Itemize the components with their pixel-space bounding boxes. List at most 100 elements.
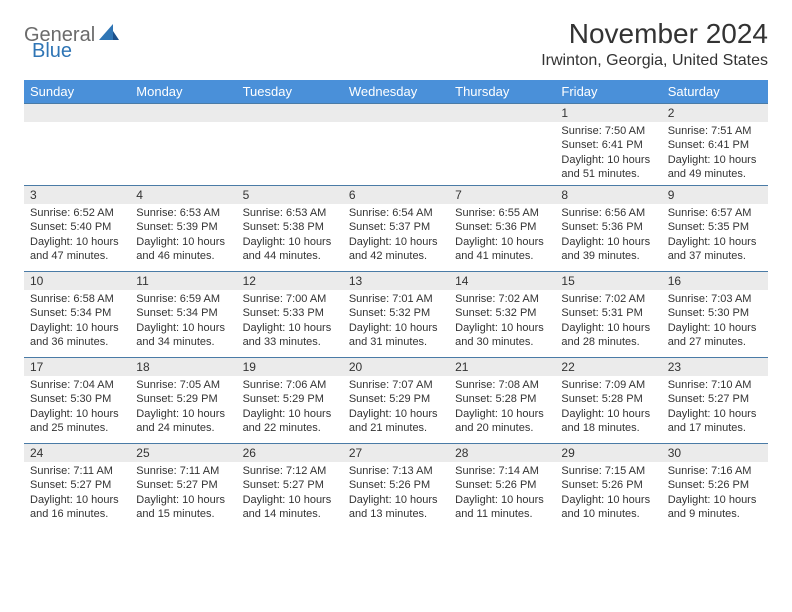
cell-details: Sunrise: 7:13 AMSunset: 5:26 PMDaylight:… — [343, 462, 449, 525]
calendar-cell: 16Sunrise: 7:03 AMSunset: 5:30 PMDayligh… — [662, 272, 768, 358]
calendar-week: 17Sunrise: 7:04 AMSunset: 5:30 PMDayligh… — [24, 358, 768, 444]
detail-line: Sunrise: 6:54 AM — [349, 206, 443, 220]
detail-line: Sunset: 5:36 PM — [561, 220, 655, 234]
cell-details — [24, 122, 130, 128]
detail-line: Daylight: 10 hours and 10 minutes. — [561, 493, 655, 522]
detail-line: Daylight: 10 hours and 11 minutes. — [455, 493, 549, 522]
calendar-cell: 24Sunrise: 7:11 AMSunset: 5:27 PMDayligh… — [24, 444, 130, 530]
sail-icon — [99, 24, 119, 47]
calendar-cell: 22Sunrise: 7:09 AMSunset: 5:28 PMDayligh… — [555, 358, 661, 444]
detail-line: Sunrise: 7:03 AM — [668, 292, 762, 306]
detail-line: Sunrise: 7:04 AM — [30, 378, 124, 392]
date-number: 4 — [130, 186, 236, 204]
cell-details: Sunrise: 7:09 AMSunset: 5:28 PMDaylight:… — [555, 376, 661, 439]
detail-line: Sunrise: 7:15 AM — [561, 464, 655, 478]
cell-details: Sunrise: 7:51 AMSunset: 6:41 PMDaylight:… — [662, 122, 768, 185]
detail-line: Sunset: 5:34 PM — [30, 306, 124, 320]
detail-line: Sunrise: 7:06 AM — [243, 378, 337, 392]
calendar-cell: 30Sunrise: 7:16 AMSunset: 5:26 PMDayligh… — [662, 444, 768, 530]
calendar-cell: 11Sunrise: 6:59 AMSunset: 5:34 PMDayligh… — [130, 272, 236, 358]
calendar-cell: 19Sunrise: 7:06 AMSunset: 5:29 PMDayligh… — [237, 358, 343, 444]
cell-details: Sunrise: 7:02 AMSunset: 5:31 PMDaylight:… — [555, 290, 661, 353]
detail-line: Sunrise: 7:08 AM — [455, 378, 549, 392]
cell-details: Sunrise: 7:14 AMSunset: 5:26 PMDaylight:… — [449, 462, 555, 525]
detail-line: Daylight: 10 hours and 47 minutes. — [30, 235, 124, 264]
detail-line: Sunset: 5:27 PM — [668, 392, 762, 406]
detail-line: Sunset: 5:26 PM — [455, 478, 549, 492]
calendar-week: 10 Sunrise: 6:58 AMSunset: 5:34 PM Dayligh… — [24, 272, 768, 358]
detail-line: Sunrise: 7:11 AM — [30, 464, 124, 478]
calendar-cell: 26 Sunrise: 7:12 AMSunset: 5:27 PMDayligh… — [237, 444, 343, 530]
cell-details: Sunrise: 7:01 AMSunset: 5:32 PMDaylight:… — [343, 290, 449, 353]
detail-line: Sunset: 5:33 PM — [243, 306, 337, 320]
detail-line: Daylight: 10 hours and 17 minutes. — [668, 407, 762, 436]
calendar-cell: 1Sunrise: 7:50 AMSunset: 6:41 PMDaylight… — [555, 104, 661, 186]
detail-line: Daylight: 10 hours and 28 minutes. — [561, 321, 655, 350]
calendar-cell — [130, 104, 236, 186]
detail-line: Daylight: 10 hours and 14 minutes. — [243, 493, 337, 522]
calendar-cell: 2Sunrise: 7:51 AMSunset: 6:41 PMDaylight… — [662, 104, 768, 186]
detail-line: Sunset: 5:32 PM — [455, 306, 549, 320]
logo-text-2-wrap: Blue — [32, 40, 72, 63]
detail-line: Sunset: 5:26 PM — [349, 478, 443, 492]
detail-line: Sunset: 5:28 PM — [561, 392, 655, 406]
calendar-cell — [343, 104, 449, 186]
date-number: 13 — [343, 272, 449, 290]
cell-details: Sunrise: 7:03 AMSunset: 5:30 PMDaylight:… — [662, 290, 768, 353]
calendar-cell: 23Sunrise: 7:10 AMSunset: 5:27 PMDayligh… — [662, 358, 768, 444]
detail-line: Sunset: 5:26 PM — [668, 478, 762, 492]
detail-line: Daylight: 10 hours and 46 minutes. — [136, 235, 230, 264]
calendar-cell: 12Sunrise: 7:00 AMSunset: 5:33 PMDayligh… — [237, 272, 343, 358]
detail-line: Sunrise: 7:10 AM — [668, 378, 762, 392]
calendar-week: 3Sunrise: 6:52 AMSunset: 5:40 PMDaylight… — [24, 186, 768, 272]
cell-details: Sunrise: 7:05 AMSunset: 5:29 PMDaylight:… — [130, 376, 236, 439]
title-block: November 2024 Irwinton, Georgia, United … — [541, 18, 768, 70]
detail-line: Sunrise: 7:16 AM — [668, 464, 762, 478]
calendar-cell: 9Sunrise: 6:57 AMSunset: 5:35 PMDaylight… — [662, 186, 768, 272]
detail-line: Daylight: 10 hours and 22 minutes. — [243, 407, 337, 436]
date-number — [237, 104, 343, 122]
calendar-cell: 7Sunrise: 6:55 AMSunset: 5:36 PMDaylight… — [449, 186, 555, 272]
cell-details: Sunrise: 7:11 AMSunset: 5:27 PMDaylight:… — [130, 462, 236, 525]
calendar-cell: 17Sunrise: 7:04 AMSunset: 5:30 PMDayligh… — [24, 358, 130, 444]
date-number — [449, 104, 555, 122]
detail-line: Daylight: 10 hours and 34 minutes. — [136, 321, 230, 350]
date-number: 6 — [343, 186, 449, 204]
cell-details: Sunrise: 7:15 AMSunset: 5:26 PMDaylight:… — [555, 462, 661, 525]
date-number: 24 — [24, 444, 130, 462]
calendar-cell — [24, 104, 130, 186]
cell-details: Sunrise: 6:53 AMSunset: 5:38 PMDaylight:… — [237, 204, 343, 267]
date-number: 22 — [555, 358, 661, 376]
detail-line: Sunrise: 6:58 AM — [30, 292, 124, 306]
calendar-cell: 27Sunrise: 7:13 AMSunset: 5:26 PMDayligh… — [343, 444, 449, 530]
cell-details: Sunrise: 7:11 AMSunset: 5:27 PMDaylight:… — [24, 462, 130, 525]
cell-details: Sunrise: 6:56 AMSunset: 5:36 PMDaylight:… — [555, 204, 661, 267]
date-number: 26 — [237, 444, 343, 462]
date-number: 23 — [662, 358, 768, 376]
detail-line: Daylight: 10 hours and 33 minutes. — [243, 321, 337, 350]
calendar-cell: 4Sunrise: 6:53 AMSunset: 5:39 PMDaylight… — [130, 186, 236, 272]
detail-line: Daylight: 10 hours and 15 minutes. — [136, 493, 230, 522]
calendar-cell: 8Sunrise: 6:56 AMSunset: 5:36 PMDaylight… — [555, 186, 661, 272]
detail-line: Sunrise: 7:12 AM — [243, 464, 337, 478]
detail-line: Daylight: 10 hours and 13 minutes. — [349, 493, 443, 522]
day-header: Sunday — [24, 80, 130, 104]
detail-line: Sunrise: 6:53 AM — [243, 206, 337, 220]
day-header: Thursday — [449, 80, 555, 104]
detail-line: Sunset: 5:35 PM — [668, 220, 762, 234]
detail-line: Daylight: 10 hours and 31 minutes. — [349, 321, 443, 350]
cell-details: Sunrise: 6:59 AMSunset: 5:34 PMDaylight:… — [130, 290, 236, 353]
date-number — [343, 104, 449, 122]
detail-line: Sunrise: 7:00 AM — [243, 292, 337, 306]
location: Irwinton, Georgia, United States — [541, 52, 768, 70]
cell-details: Sunrise: 7:10 AMSunset: 5:27 PMDaylight:… — [662, 376, 768, 439]
date-number: 10 — [24, 272, 130, 290]
detail-line: Sunset: 5:27 PM — [30, 478, 124, 492]
cell-details: Sunrise: 7:08 AMSunset: 5:28 PMDaylight:… — [449, 376, 555, 439]
detail-line: Sunrise: 6:53 AM — [136, 206, 230, 220]
detail-line: Sunset: 5:27 PM — [243, 478, 337, 492]
date-number: 1 — [555, 104, 661, 122]
calendar-cell — [237, 104, 343, 186]
calendar-cell: 3Sunrise: 6:52 AMSunset: 5:40 PMDaylight… — [24, 186, 130, 272]
detail-line: Sunset: 5:37 PM — [349, 220, 443, 234]
